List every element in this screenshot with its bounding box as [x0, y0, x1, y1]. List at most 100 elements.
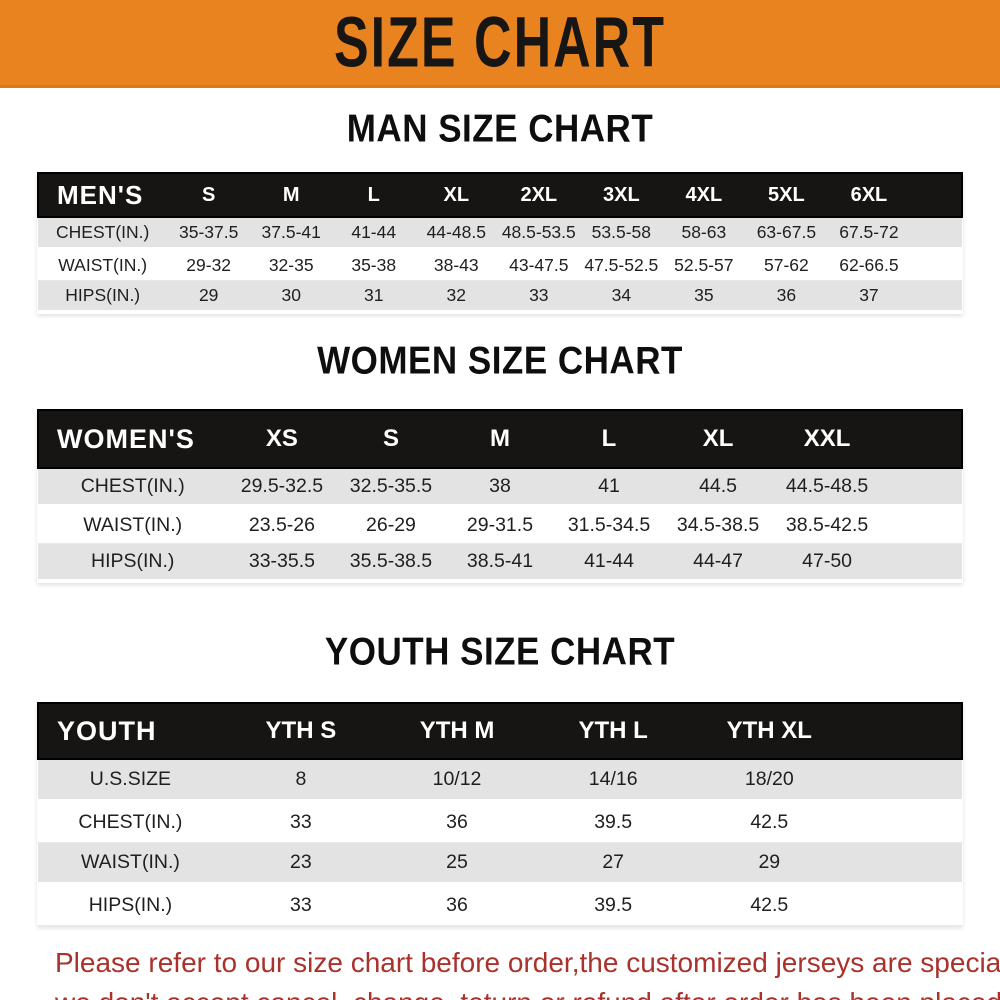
size-value-cell: 29 — [691, 842, 848, 886]
size-value-cell: 39.5 — [535, 801, 692, 843]
size-value-cell: 42.5 — [691, 801, 848, 843]
size-header-row: WOMEN'S XS S M L XL XXL — [36, 409, 964, 469]
notice-line-2: we don't accept cancel, change, teturn o… — [55, 983, 1000, 1000]
group-label-women: WOMEN'S — [36, 409, 228, 469]
size-value-cell: 31 — [332, 280, 415, 314]
row-label: HIPS(IN.) — [38, 280, 168, 314]
size-value-cell: 38.5-42.5 — [772, 506, 882, 544]
size-value-cell: 67.5-72 — [827, 217, 911, 251]
size-value-cell: 27 — [535, 842, 692, 886]
size-value-cell: 47-50 — [772, 543, 882, 583]
size-value-cell: 43-47.5 — [497, 249, 581, 281]
size-header-row: YOUTH YTH S YTH M YTH L YTH XL — [37, 702, 963, 760]
size-value-cell: 35 — [662, 280, 746, 314]
size-value-cell: 18/20 — [691, 759, 848, 803]
group-label-youth: YOUTH — [37, 702, 223, 760]
table-row: U.S.SIZE 8 10/12 14/16 18/20 — [38, 759, 962, 803]
size-header-row: MEN'S S M L XL 2XL 3XL 4XL 5XL 6XL — [36, 172, 963, 218]
size-table-men: MEN'S S M L XL 2XL 3XL 4XL 5XL 6XL CHEST(IN.) 35-37… — [36, 172, 963, 314]
size-value-cell: 37.5-41 — [249, 217, 333, 251]
size-value-cell: 38-43 — [415, 249, 498, 281]
size-value-cell: 33 — [222, 884, 379, 926]
size-column-header: XL — [415, 172, 498, 218]
size-value-cell: 44.5-48.5 — [772, 468, 882, 508]
size-value-cell: 33 — [222, 801, 379, 843]
size-value-cell: 36 — [378, 801, 536, 843]
row-spacer — [910, 217, 962, 251]
row-spacer — [847, 801, 962, 843]
size-value-cell: 44-48.5 — [415, 217, 498, 251]
row-spacer — [881, 506, 962, 544]
table-row: CHEST(IN.) 35-37.5 37.5-41 41-44 44-48.5 48.5… — [38, 217, 962, 251]
size-column-header: S — [167, 172, 250, 218]
size-column-header: 3XL — [580, 172, 663, 218]
size-column-header: XXL — [772, 409, 882, 469]
group-label-men: MEN'S — [36, 172, 168, 218]
row-label: WAIST(IN.) — [38, 249, 168, 281]
size-column-header: XS — [227, 409, 337, 469]
row-spacer — [847, 884, 962, 926]
table-row: CHEST(IN.) 29.5-32.5 32.5-35.5 38 41 44.5 44.5… — [38, 468, 962, 508]
size-value-cell: 32.5-35.5 — [336, 468, 446, 508]
size-value-cell: 58-63 — [662, 217, 746, 251]
table-row: WAIST(IN.) 23 25 27 29 — [38, 842, 962, 886]
size-column-header: 4XL — [662, 172, 746, 218]
size-value-cell: 38 — [445, 468, 555, 508]
size-value-cell: 29.5-32.5 — [227, 468, 337, 508]
size-value-cell: 14/16 — [535, 759, 692, 803]
size-value-cell: 25 — [378, 842, 536, 886]
size-value-cell: 63-67.5 — [745, 217, 828, 251]
size-table-youth: YOUTH YTH S YTH M YTH L YTH XL U.S.SIZE 8 10/12… — [37, 702, 963, 926]
size-value-cell: 44-47 — [663, 543, 773, 583]
size-value-cell: 36 — [745, 280, 828, 314]
row-spacer — [847, 759, 962, 803]
size-column-header: M — [445, 409, 555, 469]
size-value-cell: 29-31.5 — [445, 506, 555, 544]
size-value-cell: 29-32 — [167, 249, 250, 281]
table-row: CHEST(IN.) 33 36 39.5 42.5 — [38, 801, 962, 843]
size-value-cell: 44.5 — [663, 468, 773, 508]
size-value-cell: 34 — [580, 280, 663, 314]
size-column-header: 6XL — [827, 172, 911, 218]
section-heading-wrap: YOUTH SIZE CHART — [0, 629, 1000, 680]
size-value-cell: 23 — [222, 842, 379, 886]
row-label: WAIST(IN.) — [38, 506, 228, 544]
section-heading-wrap: WOMEN SIZE CHART — [0, 338, 1000, 389]
banner-title: SIZE CHART — [334, 2, 666, 83]
footer-notice: Please refer to our size chart before or… — [0, 943, 1000, 1000]
size-value-cell: 57-62 — [745, 249, 828, 281]
table-row: HIPS(IN.) 33-35.5 35.5-38.5 38.5-41 41-44 44-… — [38, 543, 962, 583]
size-value-cell: 35-38 — [332, 249, 415, 281]
row-label: HIPS(IN.) — [38, 884, 223, 926]
size-value-cell: 38.5-41 — [445, 543, 555, 583]
section-heading-youth: YOUTH SIZE CHART — [324, 629, 676, 674]
row-spacer — [910, 249, 962, 281]
size-column-header: L — [332, 172, 415, 218]
row-spacer — [881, 468, 962, 508]
size-value-cell: 41-44 — [332, 217, 415, 251]
size-value-cell: 48.5-53.5 — [497, 217, 581, 251]
section-heading-wrap: MAN SIZE CHART — [0, 107, 1000, 155]
size-column-header: S — [336, 409, 446, 469]
section-heading-women: WOMEN SIZE CHART — [317, 338, 683, 383]
size-value-cell: 33-35.5 — [227, 543, 337, 583]
table-row: HIPS(IN.) 33 36 39.5 42.5 — [38, 884, 962, 926]
size-column-header: 2XL — [497, 172, 581, 218]
size-value-cell: 52.5-57 — [662, 249, 746, 281]
size-value-cell: 32 — [415, 280, 498, 314]
size-value-cell: 29 — [167, 280, 250, 314]
size-column-header: XL — [663, 409, 773, 469]
size-value-cell: 30 — [249, 280, 333, 314]
size-value-cell: 31.5-34.5 — [554, 506, 664, 544]
table-row: WAIST(IN.) 29-32 32-35 35-38 38-43 43-47.5 47.… — [38, 249, 962, 281]
size-value-cell: 37 — [827, 280, 911, 314]
section-youth: YOUTH SIZE CHART YOUTH YTH S YTH M YTH L YTH … — [0, 629, 1000, 926]
size-column-header: M — [249, 172, 333, 218]
row-spacer — [881, 543, 962, 583]
row-label: CHEST(IN.) — [38, 217, 168, 251]
size-table-women: WOMEN'S XS S M L XL XXL CHEST(IN.) 29.5-32.5 32.5… — [36, 409, 964, 583]
size-value-cell: 42.5 — [691, 884, 848, 926]
size-value-cell: 62-66.5 — [827, 249, 911, 281]
size-column-header: L — [554, 409, 664, 469]
size-column-header: YTH XL — [691, 702, 848, 760]
